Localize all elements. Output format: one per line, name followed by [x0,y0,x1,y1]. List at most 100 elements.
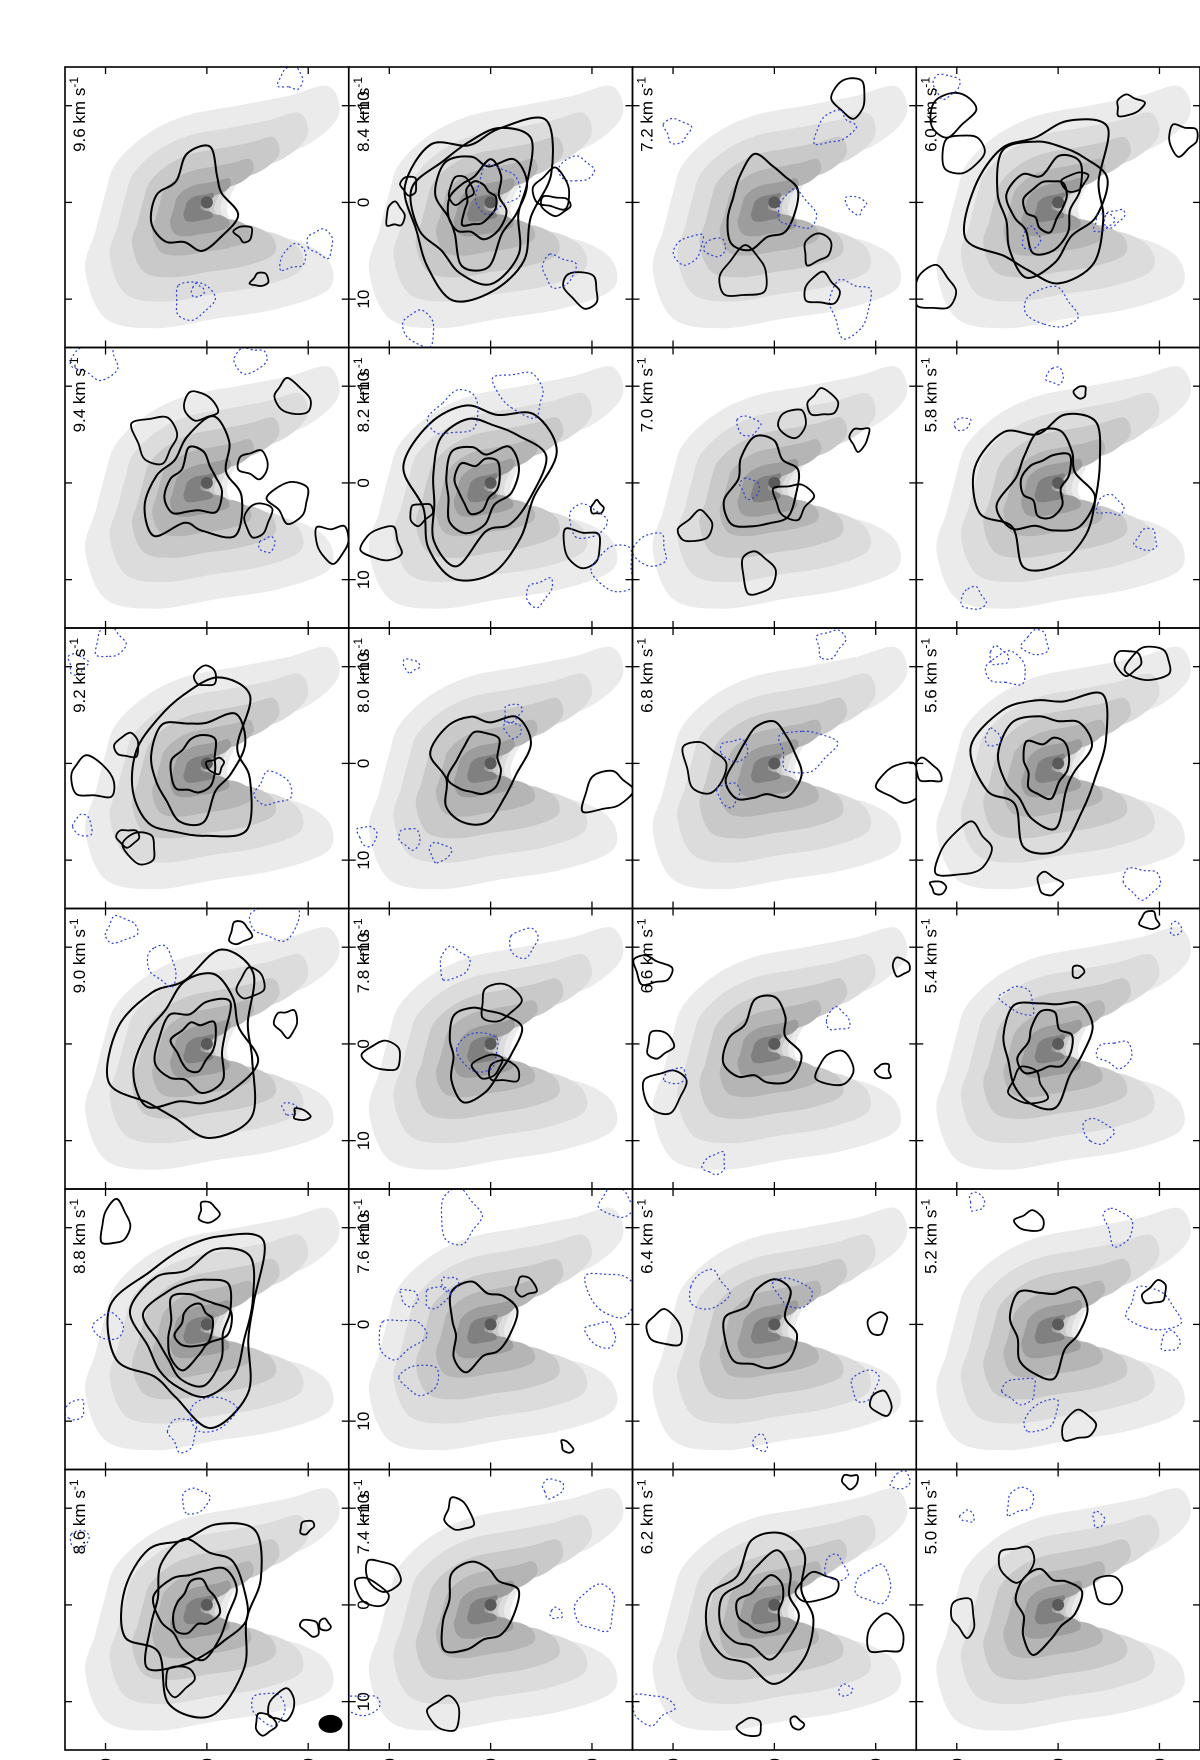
positive-contour [448,1006,524,1104]
negative-contour [398,827,421,851]
velocity-label: 9.6 km s-1 [67,77,89,152]
negative-contour [440,1189,483,1246]
emission-peak [1052,196,1065,209]
emission-peak [484,1037,497,1050]
x-tick-label: −10 [354,652,373,681]
negative-contour [989,644,1010,666]
negative-contour [348,1695,381,1717]
noise-contour [830,77,866,120]
positive-contour [996,715,1093,831]
negative-contour [279,242,307,272]
y-tick-label: 10 [97,1758,116,1760]
channel-panel: 5.8 km s-1 [915,346,1200,629]
channel-panel: 6.0 km s-1 [915,66,1200,349]
channel-panel: 6.2 km s-1 −10 0 10 [631,1468,918,1760]
channel-panel: 5.0 km s-1 −10 0 10 [915,1468,1200,1760]
negative-contour [583,1321,617,1349]
noise-contour [941,134,986,175]
noise-contour [803,232,833,267]
noise-contour [399,175,418,197]
velocity-label: 9.4 km s-1 [67,357,89,432]
positive-contour [962,118,1110,285]
noise-contour [916,263,958,310]
channel-panel: 7.4 km s-1−10010 [347,1468,634,1760]
emission-peak [200,1598,213,1611]
positive-contour [128,1247,256,1399]
positive-contour [106,948,257,1140]
negative-contour [104,914,139,944]
negative-contour [752,1433,769,1453]
noise-contour [562,527,601,570]
negative-contour [828,278,872,340]
channel-panel: 6.4 km s-1 [631,1188,918,1471]
noise-contour [681,741,728,795]
noise-contour [814,1049,855,1087]
y-tick-label: −10 [1150,1758,1169,1760]
noise-contour [771,483,816,522]
negative-contour [825,1005,851,1031]
noise-contour [267,1687,296,1722]
emission-level-5 [1021,739,1083,798]
negative-contour [1023,1398,1059,1433]
negative-contour [248,908,301,942]
noise-contour [298,1618,320,1638]
emission-level-5 [737,1019,799,1078]
negative-contour [823,1553,850,1582]
positive-contour [150,712,247,827]
negative-contour [399,1288,419,1308]
velocity-label: 5.8 km s-1 [918,357,940,432]
negative-contour [67,653,90,677]
positive-contour [431,417,548,568]
y-tick-label: 0 [1049,1758,1068,1760]
negative-contour [541,1478,565,1500]
noise-contour [928,880,948,896]
noise-contour [248,271,270,287]
noise-contour [916,756,943,783]
noise-contour [115,829,141,849]
noise-contour [192,664,217,687]
noise-contour [130,415,179,466]
x-tick-label: 0 [354,478,373,487]
positive-contour [429,715,532,826]
channel-panel: 8.6 km s-1 10 0 −10 −10 0 10 [64,1468,373,1760]
positive-contour [460,180,498,227]
negative-contour [502,721,522,740]
negative-contour [69,347,119,382]
channel-panel: 6.6 km s-1 [631,907,918,1190]
noise-contour [933,820,993,877]
y-tick-label: 10 [948,1758,967,1760]
negative-contour [378,1319,428,1361]
emission-peak [1052,1598,1065,1611]
negative-contour [844,195,868,217]
negative-contour [1095,493,1125,516]
channel-panel: 9.0 km s-1 10 0 −10 [64,907,373,1190]
positive-contour [153,997,232,1095]
negative-contour [850,1369,880,1403]
noise-contour [866,1311,889,1336]
noise-contour [562,271,599,310]
negative-contour [854,1563,892,1605]
noise-contour [447,174,475,206]
positive-contour [1002,1001,1094,1111]
rotated-figure-group: 5.0 km s-1 −10 0 10 5.2 km s-1 5.4 km s-1 5.6 … [64,66,1200,1760]
y-tick-label: −10 [583,1758,602,1760]
y-tick-label: 0 [482,1758,501,1760]
negative-contour [190,282,205,298]
negative-contour [590,544,633,593]
x-tick-label: 0 [354,1320,373,1329]
negative-contour [573,1583,616,1633]
negative-contour [1020,628,1050,656]
positive-contour [445,445,520,535]
positive-contour [453,457,501,516]
positive-contour [132,972,260,1109]
noise-contour [470,1053,504,1080]
noise-contour [205,756,226,776]
noise-contour [443,1496,476,1531]
noise-contour [292,1107,312,1122]
positive-contour [172,1577,222,1635]
noise-contour [236,449,269,481]
negative-contour [69,1529,90,1551]
channel-panel: 5.6 km s-1 [915,627,1200,910]
positive-contour [130,676,253,838]
noise-contour [539,194,572,218]
